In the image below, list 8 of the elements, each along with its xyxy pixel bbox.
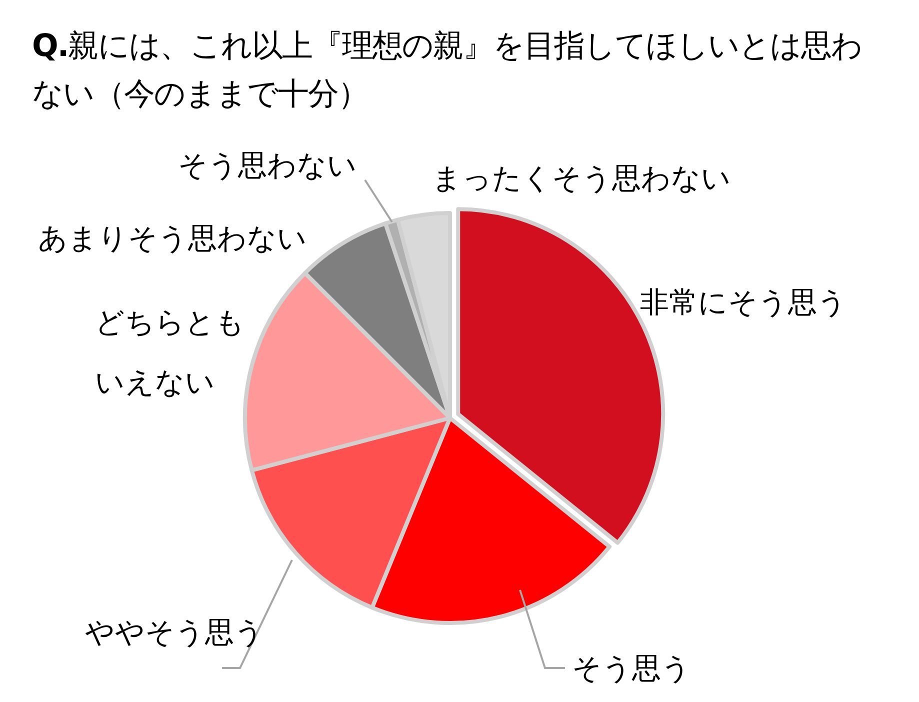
slice-label: そう思う <box>572 650 691 687</box>
slice-label: ややそう思う <box>85 614 264 651</box>
slice-label: 非常にそう思う <box>640 284 847 321</box>
slice-label: そう思わない <box>178 147 357 184</box>
chart-title: Q.親には、これ以上『理想の親』を目指してほしいとは思わない（今のままで十分） <box>32 27 864 114</box>
slice-label: まったくそう思わない <box>432 160 731 197</box>
slice-label: あまりそう思わない <box>38 220 307 257</box>
slice-label: どちらともいえない <box>95 304 246 401</box>
